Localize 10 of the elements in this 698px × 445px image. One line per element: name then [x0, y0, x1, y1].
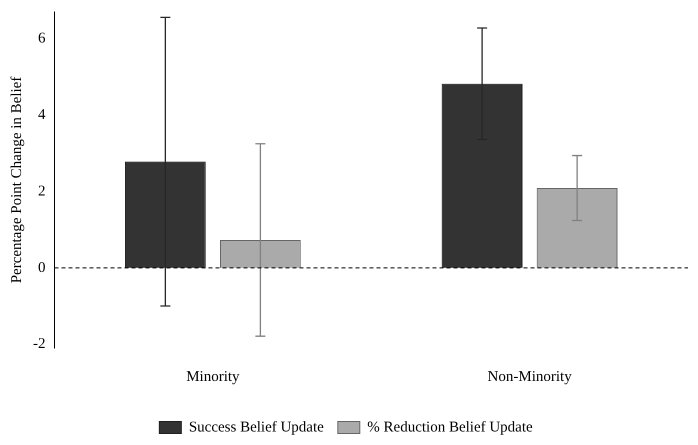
y-tick-label: 2 [38, 183, 46, 200]
x-tick-label: Minority [186, 368, 240, 385]
legend-label: % Reduction Belief Update [367, 419, 534, 436]
x-tick-label: Non-Minority [488, 368, 572, 385]
y-tick-label: 0 [38, 260, 46, 276]
y-tick-label: -2 [32, 336, 46, 352]
legend-label: Success Belief Update [188, 419, 324, 436]
y-tick-label: 6 [38, 30, 46, 47]
y-axis-title: Percentage Point Change in Belief [8, 76, 25, 284]
y-tick-label: 4 [38, 107, 46, 124]
